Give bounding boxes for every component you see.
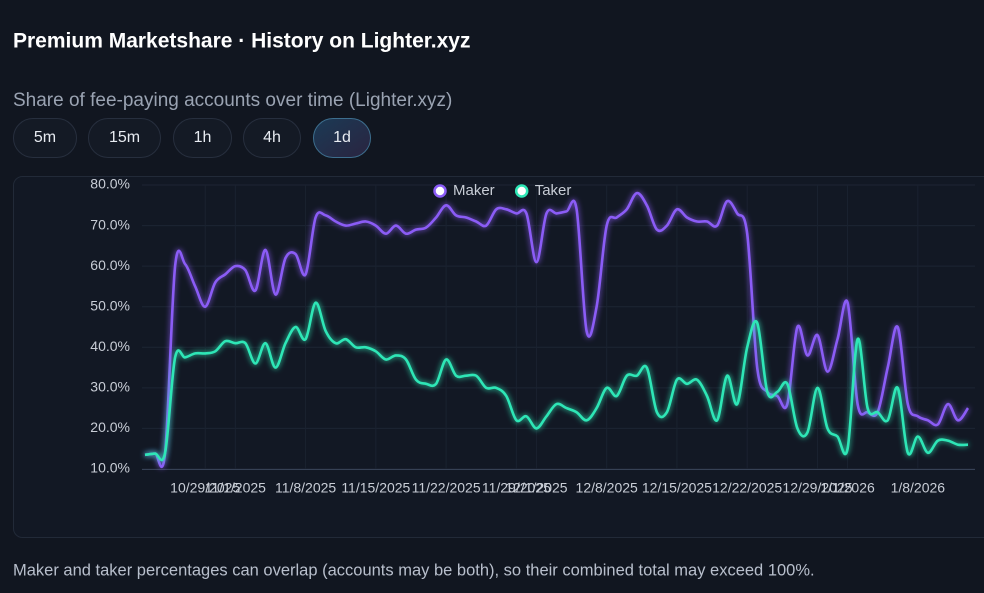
- interval-button[interactable]: 1h: [173, 118, 232, 158]
- y-tick-label: 20.0%: [90, 419, 130, 435]
- y-tick-label: 60.0%: [90, 257, 130, 273]
- subtitle: Share of fee-paying accounts over time (…: [13, 90, 452, 111]
- y-tick-label: 80.0%: [90, 176, 130, 192]
- series-line: [144, 301, 969, 462]
- page-title: Premium Marketshare · History on Lighter…: [13, 30, 470, 53]
- button-label[interactable]: 1d: [333, 129, 351, 146]
- x-tick-label: 1/8/2026: [891, 480, 946, 496]
- chart: 10.0% 20.0% 30.0% 40.0% 50.0% 60.0% 70.0% 80.0%…: [90, 176, 975, 496]
- button-shape[interactable]: [313, 118, 371, 158]
- x-tick-label: 11/15/2025: [341, 480, 410, 496]
- legend-marker: [433, 184, 447, 198]
- interval-button[interactable]: 5m: [13, 118, 77, 158]
- interval-buttons: 5m 15m 1h 4h 1d: [13, 118, 371, 158]
- button-shape[interactable]: [173, 118, 232, 158]
- interval-button[interactable]: 4h: [243, 118, 301, 158]
- y-tick-label: 40.0%: [90, 338, 130, 354]
- interval-button[interactable]: 1d: [313, 118, 371, 158]
- x-tick-label: 11/22/2025: [412, 480, 481, 496]
- button-label[interactable]: 15m: [109, 129, 140, 146]
- y-tick-label: 30.0%: [90, 379, 130, 395]
- x-tick-label: 11/8/2025: [275, 480, 336, 496]
- y-tick-label: 50.0%: [90, 297, 130, 313]
- legend-label: Maker: [453, 182, 495, 199]
- legend-marker: [514, 184, 529, 198]
- x-tick-label: 12/29/2025: [782, 480, 852, 496]
- x-tick-label: 12/22/2025: [712, 480, 782, 496]
- y-tick-label: 70.0%: [90, 216, 130, 232]
- series-line: [144, 191, 970, 469]
- x-tick-label: 12/1/2025: [505, 480, 567, 496]
- x-tick-label: 12/15/2025: [642, 480, 712, 496]
- button-label[interactable]: 1h: [194, 129, 212, 146]
- x-tick-label: 12/8/2025: [576, 480, 638, 496]
- x-tick-label: 1/1/2026: [820, 480, 875, 496]
- button-label[interactable]: 5m: [34, 129, 56, 146]
- button-shape[interactable]: [243, 118, 301, 158]
- legend-label: Taker: [535, 182, 572, 199]
- button-shape[interactable]: [13, 118, 77, 158]
- chart-panel: [13, 176, 984, 538]
- y-tick-label: 10.0%: [90, 460, 130, 476]
- footnote: Maker and taker percentages can overlap …: [13, 561, 815, 579]
- x-tick-label: 11/29/2025: [482, 480, 551, 496]
- x-tick-label: 11/1/2025: [205, 480, 266, 496]
- button-shape[interactable]: [88, 118, 161, 158]
- button-label[interactable]: 4h: [263, 129, 281, 146]
- interval-button[interactable]: 15m: [88, 118, 161, 158]
- x-tick-label: 10/29/2025: [170, 480, 240, 496]
